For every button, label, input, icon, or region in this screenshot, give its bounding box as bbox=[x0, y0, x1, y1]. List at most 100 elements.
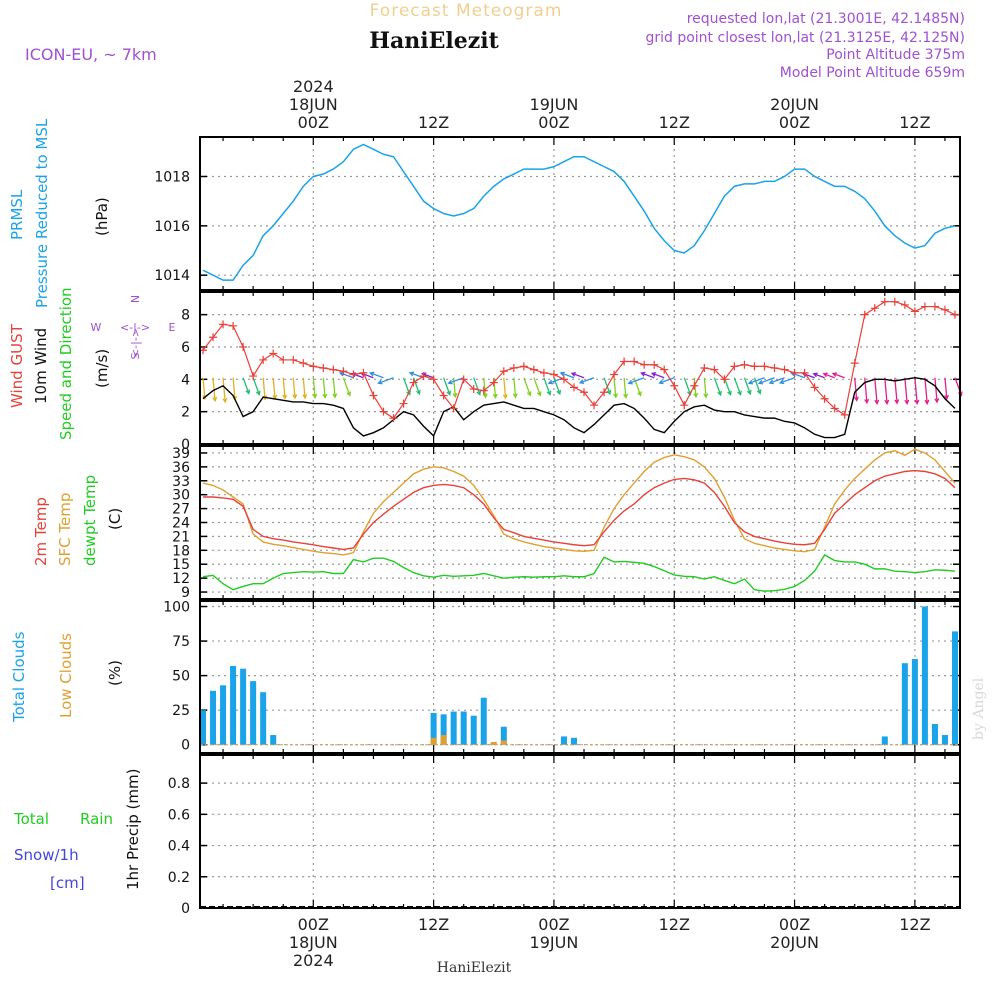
gust-marker bbox=[720, 375, 729, 384]
bottom-tick-label: 12Z bbox=[659, 915, 690, 934]
low-cloud-bar bbox=[440, 735, 447, 745]
y-tick-label: 50 bbox=[172, 669, 190, 685]
ylabel-line: Pressure Reduced to MSL bbox=[33, 118, 51, 308]
location-title: HaniElezit bbox=[369, 28, 499, 54]
y-tick-label: 0 bbox=[181, 437, 190, 453]
total-cloud-bar bbox=[901, 663, 908, 745]
bottom-tick-label: 19JUN bbox=[530, 933, 579, 952]
total-cloud-bar bbox=[270, 735, 277, 745]
wind-arrow-shaft bbox=[944, 377, 948, 399]
wind-arrow-shaft bbox=[703, 377, 707, 398]
wind-arrow-head bbox=[312, 393, 318, 399]
panel-border bbox=[199, 136, 961, 291]
wind-arrow-head bbox=[637, 391, 642, 397]
wind-arrow bbox=[613, 377, 618, 399]
gust-marker bbox=[429, 375, 438, 384]
wind-arrow bbox=[831, 372, 845, 379]
total-cloud-bar bbox=[450, 711, 457, 745]
compass-e: E bbox=[169, 321, 176, 334]
unit-label: 1hr Precip (mm) bbox=[124, 769, 142, 890]
wind-arrow-shaft bbox=[370, 372, 384, 379]
gust-marker bbox=[700, 364, 709, 372]
wind-arrow-head bbox=[864, 398, 870, 405]
y-tick-label: 25 bbox=[172, 703, 190, 719]
gust-marker bbox=[509, 364, 518, 372]
cloud-ylabel: Total Clouds Low Clouds (%) bbox=[10, 631, 124, 723]
watermark: by Angel bbox=[971, 677, 987, 740]
top-tick-label: 12Z bbox=[659, 113, 690, 132]
wind-arrow-head bbox=[322, 393, 328, 399]
wind-arrow bbox=[272, 377, 278, 401]
wind-arrow bbox=[512, 377, 518, 399]
y-tick-label: 27 bbox=[172, 502, 190, 518]
wind-arrow-head bbox=[768, 379, 774, 385]
wind-arrow bbox=[623, 377, 629, 399]
y-tick-label: 0.6 bbox=[168, 807, 190, 823]
gust-marker bbox=[409, 378, 418, 387]
wind-arrow-shaft bbox=[422, 372, 434, 379]
top-tick-label: 00Z bbox=[538, 113, 569, 132]
wind-arrow-head bbox=[482, 393, 488, 399]
gust-marker bbox=[299, 359, 308, 368]
wind-arrow-head bbox=[406, 390, 411, 396]
ylabel-line: SFC Temp bbox=[56, 493, 74, 566]
total-cloud-bar bbox=[480, 697, 487, 745]
top-tick-label: 18JUN bbox=[289, 95, 338, 114]
gust-marker bbox=[930, 302, 939, 311]
ylabel-line: [cm] bbox=[50, 874, 85, 892]
wind-arrow bbox=[757, 377, 775, 385]
total-cloud-bar bbox=[220, 685, 227, 745]
total-cloud-bar bbox=[260, 692, 267, 745]
ylabel-line: Low Clouds bbox=[57, 633, 75, 718]
y-tick-label: 6 bbox=[181, 340, 190, 356]
wind-arrow-head bbox=[547, 379, 553, 385]
wind-arrow-shaft bbox=[579, 377, 595, 384]
wind-arrow-shaft bbox=[733, 377, 742, 395]
gust-marker bbox=[249, 372, 258, 381]
wind-arrow-shaft bbox=[252, 377, 260, 395]
wind-arrow-shaft bbox=[378, 377, 394, 384]
gust-marker bbox=[780, 365, 789, 374]
wind-arrow-shaft bbox=[914, 377, 918, 404]
total-cloud-bar bbox=[931, 723, 938, 745]
gust-marker bbox=[489, 378, 498, 387]
wind-arrow-head bbox=[884, 399, 890, 405]
ylabel-line: dewpt Temp bbox=[81, 475, 99, 566]
wind-arrow-shaft bbox=[448, 377, 464, 384]
wind-arrow-shaft bbox=[651, 372, 665, 379]
gust-marker bbox=[339, 367, 348, 376]
compass-s: S bbox=[129, 352, 142, 359]
y-tick-label: 1014 bbox=[154, 268, 190, 284]
y-tick-label: 15 bbox=[172, 557, 190, 573]
dewpt-line bbox=[202, 554, 956, 592]
ylabel-line: Rain bbox=[80, 810, 113, 828]
gust-marker bbox=[660, 365, 669, 374]
wind-arrow-shaft bbox=[623, 377, 627, 398]
wind-arrow-shaft bbox=[483, 377, 487, 398]
gust-marker bbox=[600, 388, 609, 397]
wind-arrow-shaft bbox=[659, 377, 675, 384]
wind-arrow-head bbox=[570, 372, 577, 377]
wind-arrow-head bbox=[492, 393, 498, 399]
panel-border bbox=[199, 291, 961, 445]
wind-arrow-shaft bbox=[543, 377, 551, 395]
total-cloud-bar bbox=[570, 737, 577, 745]
top-tick-label: 12Z bbox=[418, 113, 449, 132]
wind-arrow-shaft bbox=[641, 372, 655, 379]
total-cloud-bar bbox=[440, 714, 447, 745]
compass-h: <-|-> bbox=[120, 321, 150, 334]
wind-arrow bbox=[713, 377, 722, 397]
wind-arrow bbox=[482, 377, 488, 399]
wind-arrow-shaft bbox=[272, 377, 276, 399]
top-tick-label: 12Z bbox=[899, 113, 930, 132]
wind-arrow-head bbox=[302, 394, 308, 400]
wind-arrow bbox=[627, 377, 645, 385]
gust-marker bbox=[309, 362, 318, 371]
y-tick-label: 2 bbox=[181, 405, 190, 421]
y-tick-label: 100 bbox=[163, 600, 190, 616]
wind-arrow-head bbox=[746, 389, 752, 396]
gust-marker bbox=[920, 302, 929, 311]
y-tick-label: 4 bbox=[181, 372, 190, 388]
gust-marker bbox=[910, 307, 919, 316]
